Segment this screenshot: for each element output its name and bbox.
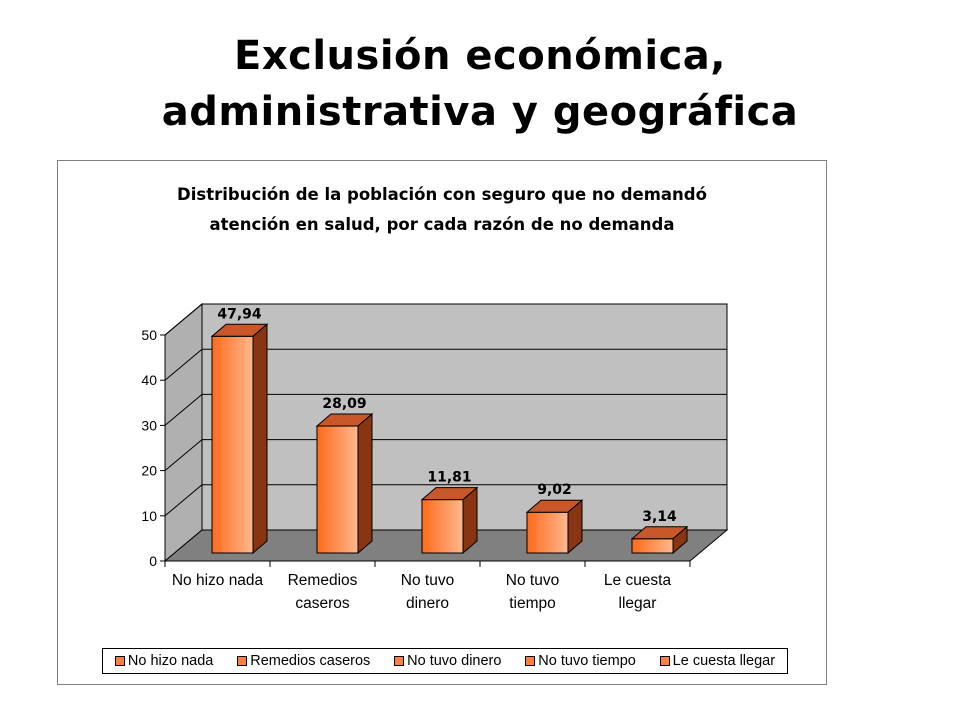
legend-swatch (114, 656, 125, 666)
bar-4-side (567, 499, 583, 555)
slide-title-line-1: Exclusión económica, (234, 33, 726, 79)
data-label-2: 28,09 (322, 396, 366, 412)
bar-2-side (357, 412, 373, 555)
legend-item-5: Le cuesta llegar (659, 653, 776, 669)
gridline (164, 303, 727, 336)
y-tick-label: 30 (141, 417, 157, 433)
bar-1 (211, 335, 254, 554)
x-tick-label-2: caseros (295, 595, 350, 612)
x-tick-label-3: dinero (406, 595, 449, 612)
y-tick-label: 0 (149, 553, 157, 569)
data-label-5: 3,14 (642, 509, 677, 525)
slide-title-line-2: administrativa y geográfica (161, 89, 799, 135)
y-tick-label: 10 (141, 508, 157, 524)
bar-3-side (462, 486, 478, 555)
x-tick-label-4: No tuvo (506, 572, 559, 589)
data-label-4: 9,02 (537, 482, 572, 498)
bar-1-side (252, 323, 268, 555)
gridline (164, 484, 727, 517)
legend-swatch (394, 656, 405, 666)
legend-label: No tuvo tiempo (538, 653, 636, 669)
x-tick-label-4: tiempo (509, 595, 556, 612)
bar-5-side (672, 525, 688, 555)
y-tick-label: 50 (141, 327, 157, 343)
y-tick-label: 40 (141, 372, 157, 388)
gridline (164, 393, 727, 426)
legend-label: Remedios caseros (250, 653, 371, 669)
gridline (164, 439, 727, 471)
bar-5 (631, 538, 674, 554)
chart-title-line-1: Distribución de la población con seguro … (177, 185, 707, 204)
legend-item-3: No tuvo dinero (394, 653, 501, 669)
legend-item-4: No tuvo tiempo (525, 653, 636, 669)
legend-label: No hizo nada (127, 653, 214, 669)
legend-label: Le cuesta llegar (672, 653, 776, 669)
plot-area: 0 10 20 30 40 50 47,94 No hizo nada 28,09 Remedio… (141, 302, 729, 612)
bar-4 (526, 511, 569, 554)
legend-swatch (659, 656, 670, 666)
x-tick-label-3: No tuvo (401, 572, 454, 589)
legend: No hizo nada Remedios caseros No tuvo dine… (102, 648, 788, 674)
bar-3 (421, 499, 464, 554)
bar-2 (316, 425, 359, 554)
x-tick-label-5: Le cuesta (604, 572, 672, 589)
y-tick-label: 20 (141, 463, 157, 479)
data-label-1: 47,94 (217, 306, 262, 322)
x-tick-label-1: No hizo nada (172, 572, 264, 589)
legend-label: No tuvo dinero (407, 653, 502, 669)
legend-item-2: Remedios caseros (237, 653, 370, 669)
chart-title-line-2: atención en salud, por cada razón de no … (209, 215, 674, 234)
plot-side-wall (164, 302, 203, 563)
gridline (164, 348, 727, 381)
x-tick-label-2: Remedios (288, 572, 358, 589)
legend-swatch (237, 656, 248, 666)
legend-swatch (525, 656, 536, 666)
slide-title: Exclusión económica, administrativa y ge… (0, 28, 960, 140)
x-tick-label-5: llegar (619, 595, 657, 612)
data-label-3: 11,81 (427, 470, 471, 486)
legend-item-1: No hizo nada (114, 653, 214, 669)
